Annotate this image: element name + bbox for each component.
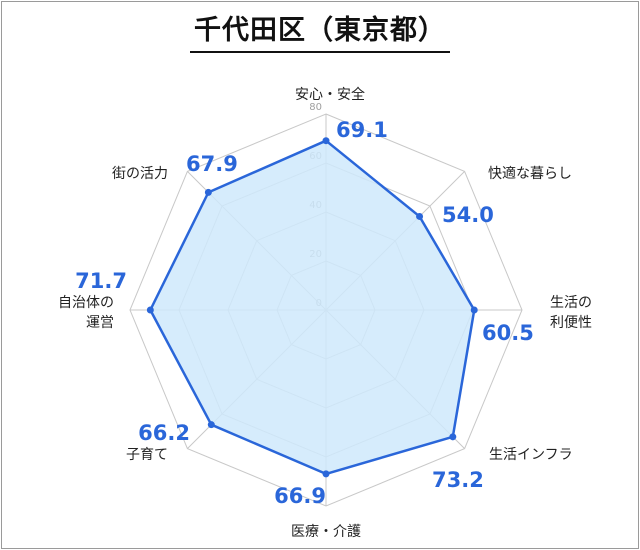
data-label: 54.0 [442, 203, 494, 227]
axis-label-line: 自治体の [58, 295, 114, 311]
chart-title: 千代田区（東京都） [0, 8, 640, 53]
chart-title-text: 千代田区（東京都） [190, 8, 450, 53]
data-label: 69.1 [336, 118, 388, 142]
axis-label-line: 利便性 [550, 315, 592, 331]
data-label: 60.5 [482, 321, 534, 345]
series-point [322, 470, 330, 478]
series-point [416, 212, 424, 220]
data-label: 71.7 [75, 269, 127, 293]
data-label: 66.2 [138, 421, 190, 445]
axis-label-line: 生活の [550, 295, 592, 311]
axis-label-line: 運営 [86, 315, 114, 331]
axis-label: 子育て [126, 447, 168, 463]
tick-label: 80 [309, 102, 322, 113]
data-label: 66.9 [274, 484, 326, 508]
series-point [146, 306, 154, 314]
axis-label: 街の活力 [112, 166, 168, 182]
data-label: 67.9 [186, 152, 238, 176]
series-point [207, 421, 215, 429]
axis-label: 生活の利便性 [550, 295, 592, 331]
axis-label-line: 医療・介護 [291, 523, 361, 540]
axis-label: 生活インフラ [489, 447, 573, 463]
data-label: 73.2 [432, 468, 484, 492]
axis-label: 安心・安全 [295, 86, 365, 103]
axis-label-line: 生活インフラ [489, 447, 573, 463]
axis-label: 快適な暮らし [488, 165, 572, 182]
series-point [322, 137, 330, 145]
axis-label-line: 快適な暮らし [488, 165, 572, 182]
axis-label: 医療・介護 [291, 523, 361, 540]
axis-label-line: 子育て [126, 447, 168, 463]
series-point [449, 433, 457, 441]
axis-label: 自治体の運営 [58, 295, 114, 331]
axis-label-line: 街の活力 [112, 166, 168, 182]
radar-value-labels: 69.1 54.0 60.5 73.2 66.9 66.2 71.7 67.9 [75, 118, 534, 508]
radar-series [146, 137, 478, 478]
axis-label-line: 安心・安全 [295, 86, 365, 103]
series-point [470, 306, 478, 314]
series-area [150, 140, 475, 474]
series-point [204, 188, 212, 196]
